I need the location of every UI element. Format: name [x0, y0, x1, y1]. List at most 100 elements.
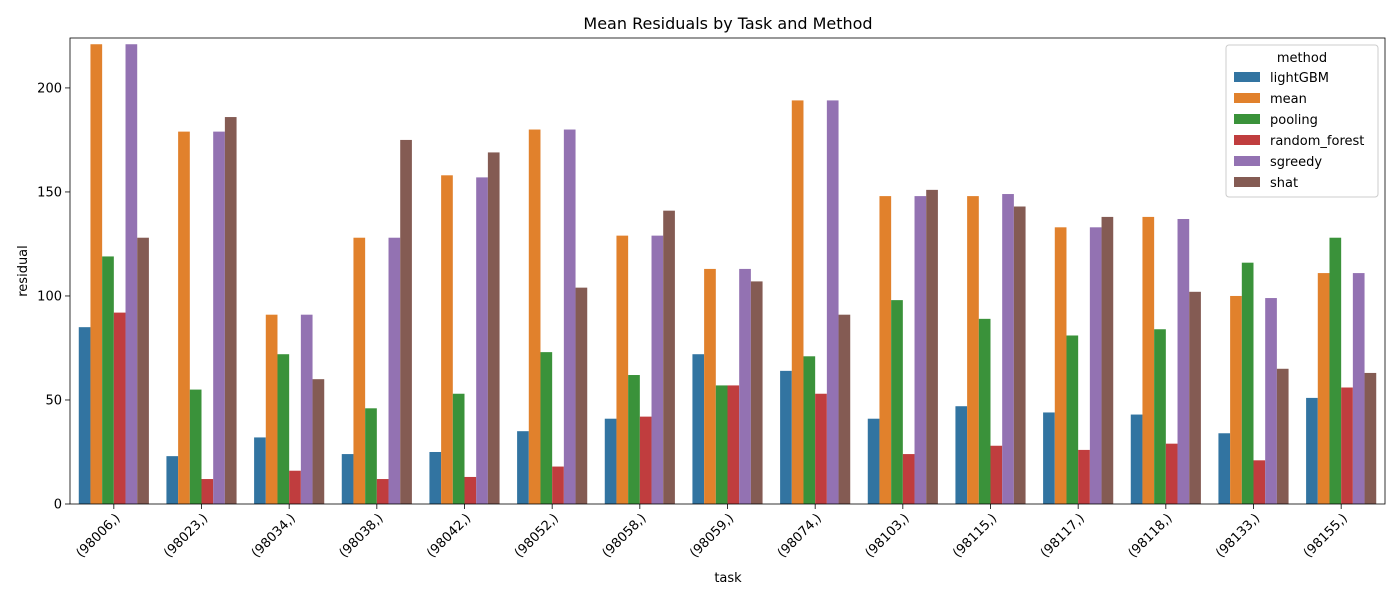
bar-pooling-9: [891, 300, 903, 504]
legend-label-mean: mean: [1270, 92, 1307, 107]
bar-random_forest-13: [1253, 460, 1266, 504]
bar-random_forest-5: [552, 466, 564, 504]
bar-mean-2: [265, 314, 278, 504]
bars-group: [78, 44, 1377, 505]
bar-pooling-1: [189, 389, 202, 504]
bar-shat-2: [312, 379, 325, 504]
bar-lightGBM-7: [692, 354, 705, 504]
legend-swatch-random_forest: [1234, 135, 1260, 145]
legend-box: [1225, 44, 1379, 198]
bar-lightGBM-12: [1130, 414, 1143, 504]
bar-lightGBM-9: [867, 418, 880, 504]
plot-frame: [69, 37, 1386, 505]
bar-pooling-13: [1241, 262, 1254, 504]
bar-sgreedy-0: [125, 44, 138, 505]
chart-title: Mean Residuals by Task and Method: [583, 14, 872, 33]
x-tick-label: (98074,): [775, 511, 825, 561]
y-tick-label: 50: [45, 393, 62, 408]
y-axis-label: residual: [16, 245, 31, 297]
bar-mean-4: [441, 175, 453, 504]
bar-random_forest-8: [815, 393, 827, 504]
x-tick-label: (98117,): [1038, 511, 1088, 561]
x-tick-label: (98023,): [161, 511, 211, 561]
bar-pooling-4: [452, 393, 465, 504]
bar-random_forest-1: [201, 479, 214, 504]
legend-label-pooling: pooling: [1270, 113, 1318, 128]
bar-pooling-3: [365, 408, 377, 504]
bar-lightGBM-14: [1306, 397, 1318, 504]
bar-shat-11: [1101, 216, 1114, 505]
bar-lightGBM-5: [517, 431, 529, 504]
bar-sgreedy-5: [563, 129, 576, 505]
bar-sgreedy-8: [826, 100, 839, 505]
bar-sgreedy-12: [1177, 218, 1190, 504]
legend-label-lightGBM: lightGBM: [1270, 71, 1329, 86]
bar-pooling-7: [715, 385, 728, 504]
x-tick-label: (98042,): [424, 511, 474, 561]
bar-lightGBM-2: [254, 437, 266, 504]
legend-swatch-shat: [1234, 177, 1260, 187]
bar-mean-14: [1317, 273, 1330, 504]
legend-label-shat: shat: [1270, 176, 1298, 191]
x-tick-label: (98006,): [74, 511, 124, 561]
x-axis-label: task: [714, 571, 742, 586]
bar-shat-0: [137, 237, 149, 504]
x-tick-label: (98059,): [687, 511, 737, 561]
legend-title: method: [1277, 51, 1327, 66]
x-tick-label: (98058,): [600, 511, 650, 561]
bar-mean-10: [967, 196, 979, 504]
bar-lightGBM-0: [78, 327, 91, 504]
bar-pooling-11: [1066, 335, 1079, 504]
bar-lightGBM-13: [1218, 433, 1231, 504]
y-axis: 0 50 100 150 200: [37, 81, 70, 513]
bar-shat-8: [838, 314, 851, 504]
bar-shat-6: [663, 210, 675, 504]
bar-mean-9: [879, 196, 892, 504]
legend-swatch-lightGBM: [1234, 72, 1260, 82]
bar-sgreedy-10: [1002, 194, 1014, 504]
bar-shat-3: [400, 139, 412, 504]
bar-mean-0: [90, 44, 103, 505]
legend-label-random_forest: random_forest: [1270, 134, 1364, 149]
x-tick-label: (98155,): [1301, 511, 1351, 561]
x-tick-label: (98118,): [1126, 511, 1176, 561]
bar-pooling-10: [978, 318, 991, 504]
bar-random_forest-9: [902, 454, 915, 504]
bar-shat-12: [1189, 291, 1201, 504]
bar-lightGBM-6: [604, 418, 617, 504]
bar-lightGBM-1: [166, 456, 179, 504]
x-tick-label: (98103,): [863, 511, 913, 561]
bar-lightGBM-3: [341, 454, 354, 504]
bar-mean-12: [1142, 216, 1155, 505]
bar-sgreedy-6: [651, 235, 664, 505]
bar-random_forest-0: [113, 312, 126, 504]
bar-sgreedy-3: [388, 237, 401, 504]
bar-shat-7: [750, 281, 763, 504]
bar-random_forest-4: [464, 476, 477, 504]
bar-random_forest-7: [727, 385, 740, 504]
legend-label-sgreedy: sgreedy: [1270, 155, 1322, 170]
bar-sgreedy-13: [1265, 298, 1277, 504]
bar-shat-9: [926, 189, 938, 504]
bar-sgreedy-1: [213, 131, 225, 504]
bar-random_forest-3: [376, 479, 389, 504]
bar-lightGBM-4: [429, 451, 442, 504]
bar-mean-6: [616, 235, 629, 505]
bar-shat-1: [224, 117, 237, 504]
y-tick-label: 100: [37, 289, 62, 304]
x-tick-label: (98052,): [512, 511, 562, 561]
bar-lightGBM-11: [1043, 412, 1055, 504]
legend: method lightGBM mean pooling random_forests…: [1225, 44, 1379, 198]
bar-mean-1: [178, 131, 190, 504]
bar-sgreedy-14: [1352, 273, 1365, 504]
y-tick-label: 200: [37, 81, 62, 96]
legend-swatch-sgreedy: [1234, 156, 1260, 166]
y-tick-label: 0: [54, 498, 62, 513]
bar-random_forest-14: [1341, 387, 1353, 504]
bar-mean-3: [353, 237, 366, 504]
bar-sgreedy-2: [300, 314, 313, 504]
bar-sgreedy-4: [476, 177, 488, 505]
bar-pooling-0: [102, 256, 114, 504]
bar-mean-11: [1054, 227, 1067, 504]
y-tick-label: 150: [37, 185, 62, 200]
